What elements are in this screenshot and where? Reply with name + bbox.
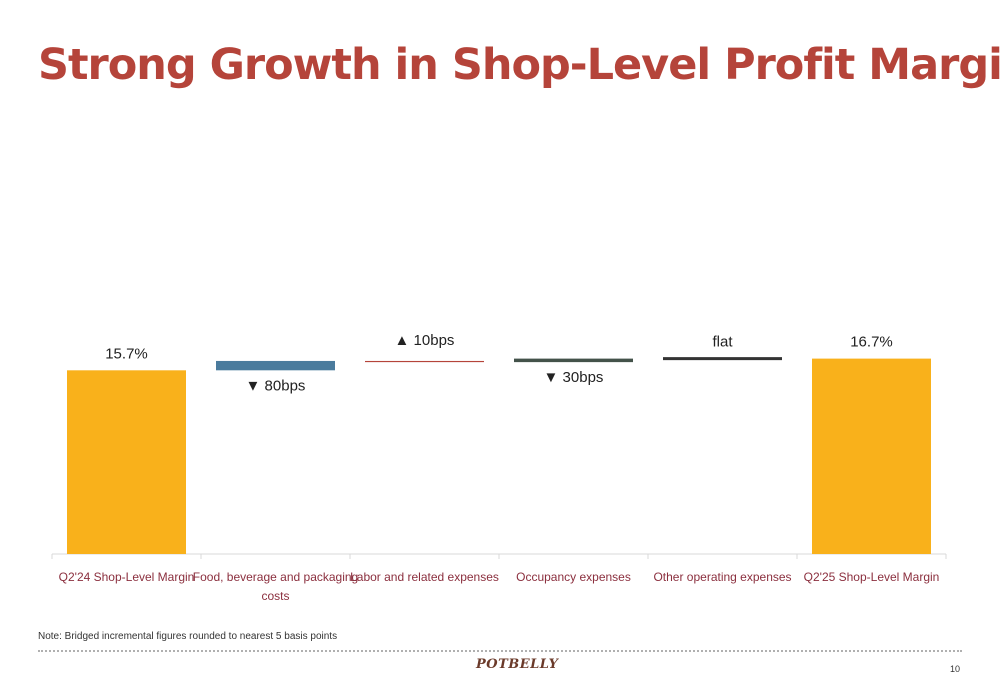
page-number: 10 — [949, 664, 960, 674]
bar-total — [812, 358, 931, 554]
waterfall-chart: 15.7% Q2'24 Shop-Level Margin ▼ 80bps Food,… — [51, 332, 947, 603]
bar-total — [67, 370, 186, 554]
data-label: ▼ 30bps — [544, 369, 604, 386]
slide-title: Strong Growth in Shop-Level Profit Margi… — [38, 40, 1000, 90]
data-label: 16.7% — [850, 334, 893, 351]
category-label: Labor and related expenses — [350, 570, 499, 584]
potbelly-logo: POTBELLY — [476, 657, 559, 672]
category-label: Occupancy expenses — [516, 570, 631, 584]
category-label: Other operating expenses — [653, 570, 791, 584]
category-label: Food, beverage and packaging costs — [193, 570, 358, 603]
footnote: Note: Bridged incremental figures rounde… — [38, 631, 338, 642]
bar-decrease — [365, 360, 484, 363]
footer-divider — [38, 650, 962, 652]
data-label: ▼ 80bps — [246, 377, 306, 394]
bar-increase — [514, 358, 633, 363]
category-label: Q2'25 Shop-Level Margin — [804, 570, 940, 584]
category-label: Q2'24 Shop-Level Margin — [59, 570, 195, 584]
data-label: 15.7% — [105, 345, 148, 362]
data-label: ▲ 10bps — [395, 332, 455, 349]
bar-increase — [216, 360, 335, 371]
data-label: flat — [712, 334, 733, 351]
